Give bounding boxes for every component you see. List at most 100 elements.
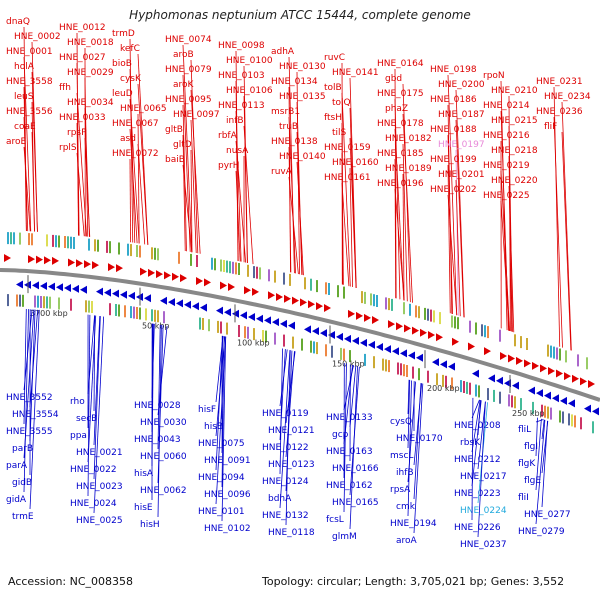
gene-label: HNE_0118 (268, 528, 315, 538)
gene-feature-block (46, 296, 48, 309)
gene-feature-block (208, 319, 210, 332)
reverse-gene-arrow (56, 283, 63, 292)
gene-feature-block (70, 298, 72, 311)
gene-leader-line (561, 101, 572, 351)
gene-feature-block (586, 357, 588, 370)
gene-label: tolB (324, 83, 342, 93)
forward-gene-arrow (324, 304, 331, 313)
gene-leader-line (349, 365, 357, 428)
gene-label: ihfB (396, 468, 414, 478)
gene-feature-block (364, 291, 366, 304)
reverse-gene-arrow (344, 334, 351, 343)
gene-leader-line (23, 309, 27, 425)
reverse-gene-arrow (376, 343, 383, 352)
gene-leader-line (394, 98, 401, 300)
gene-feature-block (499, 391, 501, 404)
gene-feature-block (343, 286, 345, 299)
gene-leader-line (455, 179, 461, 317)
gene-feature-block (430, 309, 432, 322)
reverse-gene-arrow (512, 381, 519, 390)
gene-feature-block (67, 236, 69, 249)
gene-leader-line (349, 167, 353, 288)
gene-label: HNE_0163 (326, 447, 373, 457)
gene-feature-block (532, 401, 534, 414)
gene-feature-block (145, 308, 147, 321)
gene-feature-block (238, 325, 240, 337)
gene-label: HNE_0202 (430, 185, 477, 195)
forward-gene-arrow (52, 256, 59, 265)
gene-leader-line (157, 324, 162, 518)
gene-feature-block (190, 253, 192, 266)
gene-feature-block (562, 411, 564, 424)
gene-label: HNE_0062 (140, 486, 187, 496)
gene-feature-block (373, 356, 375, 369)
gene-feature-block (16, 294, 18, 307)
gene-feature-block (70, 236, 72, 249)
gene-feature-block (508, 394, 510, 407)
gene-feature-block (556, 347, 558, 360)
gene-label: HNE_0279 (518, 527, 565, 537)
gene-feature-block (520, 336, 522, 349)
gene-label: hisE (134, 503, 153, 513)
gene-label: HNE_0201 (438, 170, 485, 180)
gene-label: HNE_0225 (483, 191, 530, 201)
gene-feature-block (34, 295, 36, 308)
reverse-gene-arrow (320, 329, 327, 338)
gene-feature-block (403, 302, 405, 315)
gene-feature-block (97, 239, 99, 252)
gene-leader-line (93, 316, 101, 480)
forward-gene-arrow (92, 261, 99, 270)
gene-feature-block (217, 320, 219, 333)
reverse-gene-arrow (312, 327, 319, 336)
gene-label: glmM (332, 532, 357, 542)
gene-label: gcp (332, 430, 349, 440)
gene-label: HNE_0188 (430, 125, 477, 135)
gene-feature-block (382, 358, 384, 371)
gene-feature-block (412, 366, 414, 379)
gene-feature-block (451, 315, 453, 328)
forward-gene-arrow (252, 287, 259, 296)
gene-feature-block (13, 232, 15, 245)
gene-label: HNE_0226 (454, 523, 501, 533)
gene-feature-block (574, 415, 576, 428)
gene-leader-line (402, 113, 413, 303)
forward-gene-arrow (244, 286, 251, 295)
reverse-gene-arrow (472, 369, 479, 378)
gene-label: HNE_0159 (324, 143, 371, 153)
gene-label: HNE_0135 (279, 92, 326, 102)
gene-label: mscL (390, 451, 413, 461)
gene-label: HNE_0141 (332, 68, 379, 78)
gene-leader-line (23, 309, 29, 493)
gene-label: truB (279, 122, 298, 132)
reverse-gene-arrow (448, 362, 455, 371)
gene-leader-line (29, 309, 40, 510)
gene-label: adhA (271, 47, 295, 57)
forward-gene-arrow (508, 354, 515, 363)
gene-label: HNE_0033 (59, 113, 106, 123)
reverse-gene-arrow (16, 280, 23, 289)
gene-feature-block (211, 257, 213, 270)
gene-leader-line (87, 315, 97, 463)
gene-feature-block (349, 350, 351, 363)
reverse-gene-arrow (304, 325, 311, 334)
gene-leader-line (157, 325, 168, 416)
gene-feature-block (226, 260, 228, 273)
gene-leader-line (508, 185, 515, 333)
gene-label: bioB (112, 59, 132, 69)
gene-leader-line (129, 98, 140, 244)
gene-feature-block (514, 396, 516, 409)
forward-gene-arrow (372, 315, 379, 324)
gene-feature-block (544, 405, 546, 418)
reverse-gene-arrow (560, 396, 567, 405)
gene-label: HNE_0133 (326, 413, 373, 423)
gene-label: rbfA (218, 131, 238, 141)
gene-label: HNE_3558 (6, 77, 53, 87)
gene-feature-block (109, 303, 111, 316)
gene-feature-block (547, 406, 549, 419)
gene-label: HNE_0214 (483, 101, 530, 111)
gene-label: fcsL (326, 515, 344, 525)
gene-label: HNE_0164 (377, 59, 424, 69)
gene-leader-line (235, 170, 241, 262)
reverse-gene-arrow (96, 287, 103, 296)
reverse-gene-arrow (488, 374, 495, 383)
